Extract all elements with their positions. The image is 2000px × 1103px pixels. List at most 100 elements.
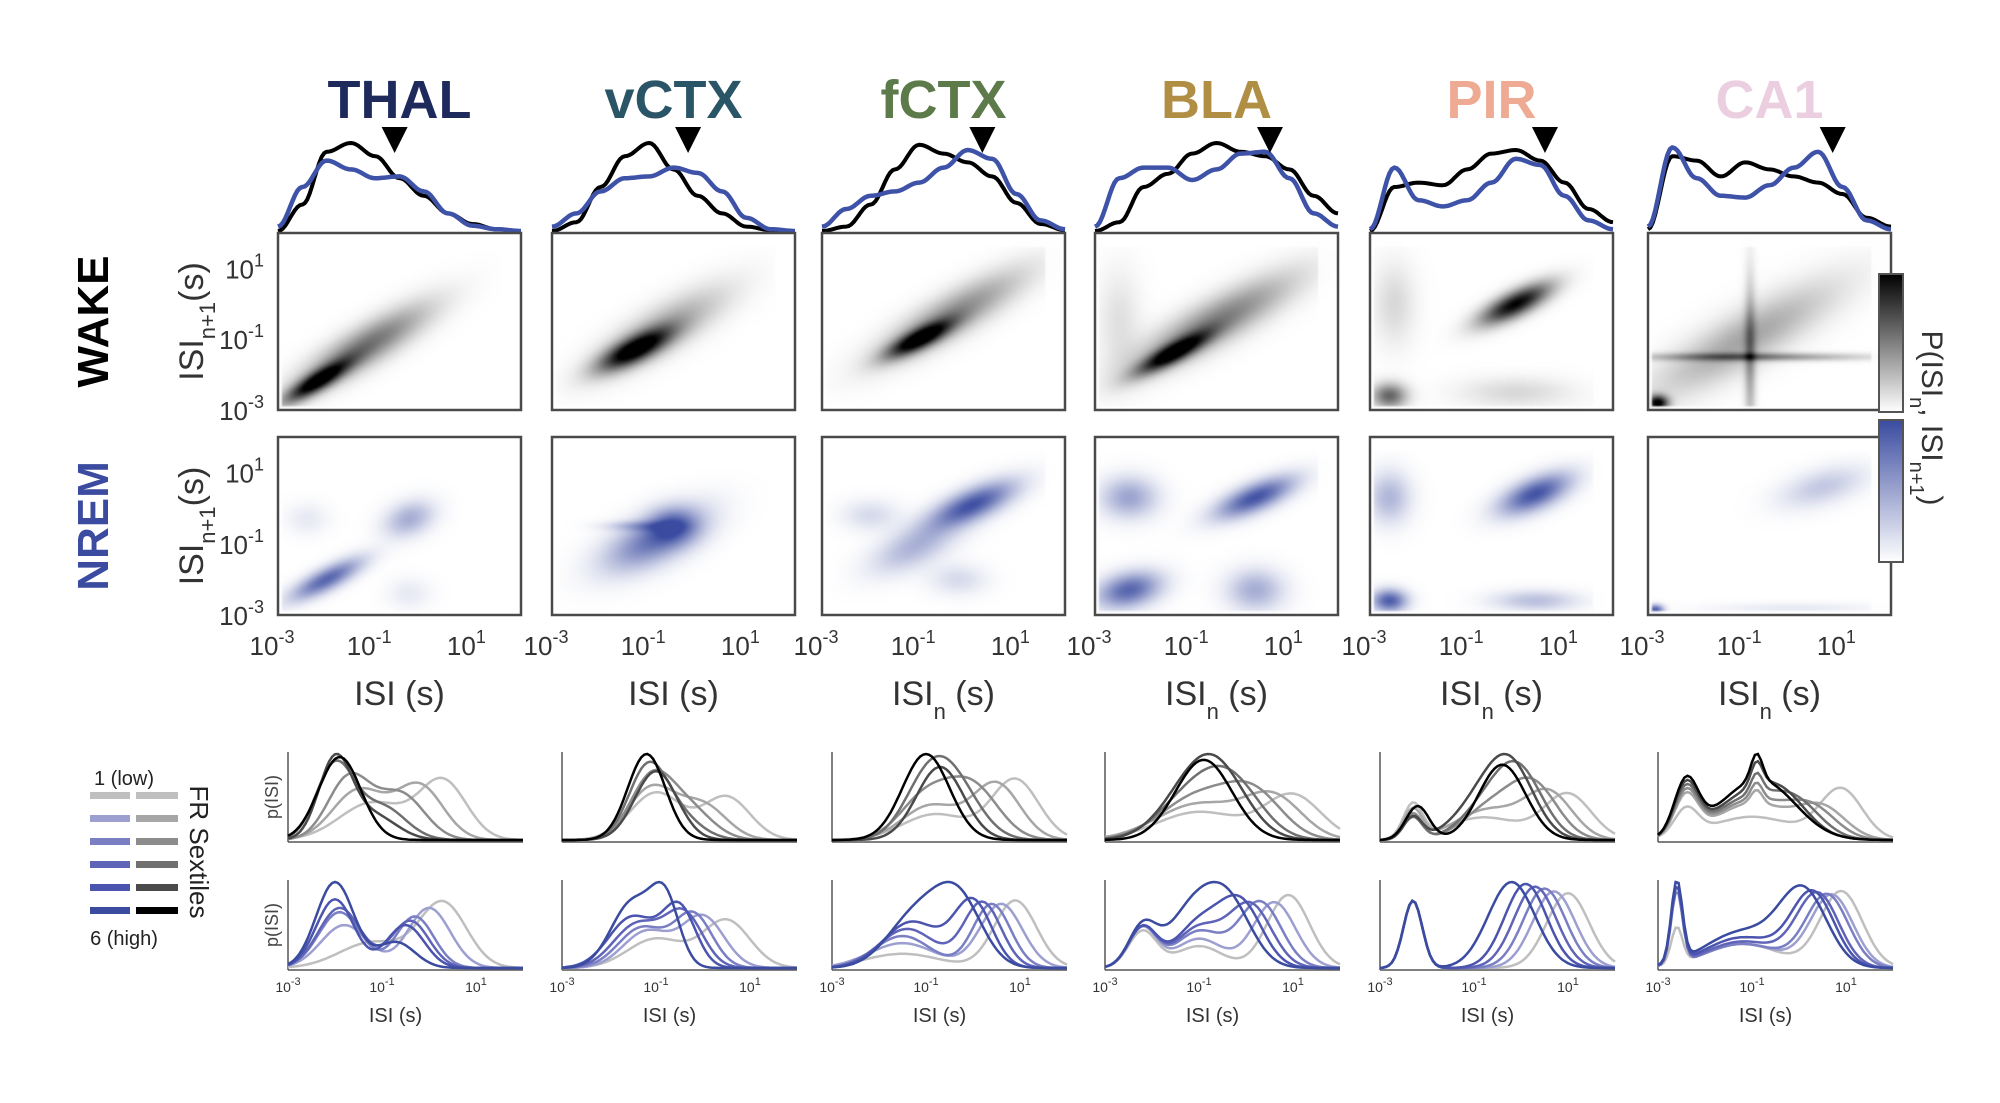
heatmap-nrem-bla xyxy=(1095,437,1338,615)
legend-swatch-wake xyxy=(136,838,178,845)
legend-swatch-nrem xyxy=(90,815,130,822)
sextile-curve-nrem-3 xyxy=(1379,887,1616,970)
small-x-tick-label: 10-3 xyxy=(1367,976,1392,995)
heatmap-frame xyxy=(1093,435,1340,617)
small-x-tick-label: 10-1 xyxy=(369,976,394,995)
sextile-curve-wake-1 xyxy=(287,776,524,842)
x-tick-label: 10-3 xyxy=(1067,627,1112,661)
small-x-tick-label: 101 xyxy=(1557,976,1579,995)
y-axis-label: ISIn+1(s) xyxy=(173,467,220,586)
marginal-nrem-curve xyxy=(1093,149,1339,229)
sextile-curve-wake-5 xyxy=(562,769,797,842)
heatmap-wake-fctx xyxy=(822,233,1065,410)
region-title-pir: PIR xyxy=(1446,70,1536,130)
sextile-curve-nrem-4 xyxy=(1657,886,1894,970)
sextile-curve-nrem-6 xyxy=(831,880,1067,970)
marginal-wake-curve xyxy=(551,141,795,233)
heatmap-wake-ca1 xyxy=(1648,233,1891,410)
small-x-tick-label: 10-1 xyxy=(643,976,668,995)
peak-arrow-icon xyxy=(1256,127,1283,153)
state-label-nrem: NREM xyxy=(69,461,118,591)
sextile-curve-wake-6 xyxy=(1379,763,1615,842)
x-tick-label: 101 xyxy=(1817,627,1856,661)
region-title-bla: BLA xyxy=(1161,70,1272,130)
legend-swatch-nrem xyxy=(90,792,130,799)
small-x-tick-label: 10-1 xyxy=(913,976,938,995)
x-tick-label: 10-1 xyxy=(1439,627,1484,661)
small-x-tick-label: 101 xyxy=(739,976,761,995)
colorbar-label: P(ISIn, ISIn+1) xyxy=(1905,330,1948,505)
heatmap-frame xyxy=(820,231,1067,412)
heatmap-frame xyxy=(276,231,523,412)
legend-high-label: 6 (high) xyxy=(90,928,158,950)
heatmap-nrem-fctx xyxy=(822,437,1065,615)
peak-arrow-icon xyxy=(969,127,996,153)
sextile-curve-wake-2 xyxy=(1657,789,1894,841)
legend-swatch-nrem xyxy=(90,838,130,845)
marginal-nrem-curve xyxy=(1368,156,1614,232)
sextile-curve-nrem-4 xyxy=(1379,885,1615,970)
sextile-curve-nrem-6 xyxy=(1657,880,1893,970)
heatmap-nrem-ca1 xyxy=(1648,437,1891,615)
sextile-curve-wake-2 xyxy=(561,783,797,842)
small-x-tick-label: 10-3 xyxy=(549,976,574,995)
heatmap-frame xyxy=(820,435,1067,617)
region-title-thal: THAL xyxy=(328,70,472,130)
x-tick-label: 101 xyxy=(1264,627,1303,661)
y-tick-label: 10-3 xyxy=(219,392,264,426)
state-label-wake: WAKE xyxy=(69,256,118,388)
sextile-curve-nrem-6 xyxy=(1379,880,1615,970)
marginal-nrem-curve xyxy=(277,158,521,234)
y-tick-label: 10-1 xyxy=(219,526,264,560)
marginal-nrem-curve xyxy=(551,165,795,234)
small-x-label: ISI (s) xyxy=(1461,1005,1514,1027)
marginal-wake-curve xyxy=(821,142,1066,233)
x-tick-label: 10-1 xyxy=(891,627,936,661)
heatmap-frame xyxy=(276,435,523,617)
sextile-curve-nrem-1 xyxy=(831,899,1068,967)
x-tick-label: 10-1 xyxy=(1717,627,1762,661)
x-axis-label: ISIn (s) xyxy=(892,675,995,724)
sextile-curve-wake-6 xyxy=(287,755,523,842)
peak-arrow-icon xyxy=(1531,127,1558,153)
x-tick-label: 101 xyxy=(991,627,1030,661)
heatmap-frame xyxy=(1368,435,1615,617)
heatmap-nrem-pir xyxy=(1370,437,1613,615)
sextile-curve-wake-6 xyxy=(1104,758,1340,842)
heatmap-nrem-vctx xyxy=(552,437,795,615)
small-x-tick-label: 10-1 xyxy=(1739,976,1764,995)
peak-arrow-icon xyxy=(1819,127,1846,153)
marginal-nrem-curve xyxy=(1646,145,1892,232)
sextile-curve-nrem-6 xyxy=(287,880,523,970)
small-x-tick-label: 10-3 xyxy=(819,976,844,995)
small-x-tick-label: 10-3 xyxy=(275,976,300,995)
legend-swatch-nrem xyxy=(90,907,130,914)
heatmap-frame xyxy=(1093,231,1340,412)
region-title-vctx: vCTX xyxy=(604,70,742,130)
colorbar-nrem xyxy=(1878,419,1904,563)
heatmap-nrem-thal xyxy=(278,437,521,615)
small-x-label: ISI (s) xyxy=(1739,1005,1792,1027)
sextile-curve-wake-4 xyxy=(832,754,1067,842)
marginal-wake-curve xyxy=(1094,141,1339,233)
sextile-curve-wake-6 xyxy=(562,752,797,842)
peak-arrow-icon xyxy=(381,127,408,153)
small-x-tick-label: 101 xyxy=(1282,976,1304,995)
legend-title: FR Sextiles xyxy=(184,786,214,919)
x-axis-label: ISIn (s) xyxy=(1718,675,1821,724)
heatmap-wake-pir xyxy=(1370,233,1613,410)
x-axis-label: ISI (s) xyxy=(354,675,445,713)
sextile-curve-wake-3 xyxy=(1104,779,1341,841)
x-tick-label: 101 xyxy=(721,627,760,661)
x-tick-label: 10-1 xyxy=(347,627,392,661)
legend-swatch-wake xyxy=(136,907,178,914)
sextile-curve-nrem-1 xyxy=(1104,893,1341,969)
legend-swatch-wake xyxy=(136,815,178,822)
heatmap-frame xyxy=(550,435,797,617)
small-x-label: ISI (s) xyxy=(1186,1005,1239,1027)
peak-arrow-icon xyxy=(675,127,702,153)
sextile-curve-wake-6 xyxy=(1657,752,1894,842)
sextile-curve-wake-6 xyxy=(832,752,1067,842)
small-x-tick-label: 10-3 xyxy=(1092,976,1117,995)
